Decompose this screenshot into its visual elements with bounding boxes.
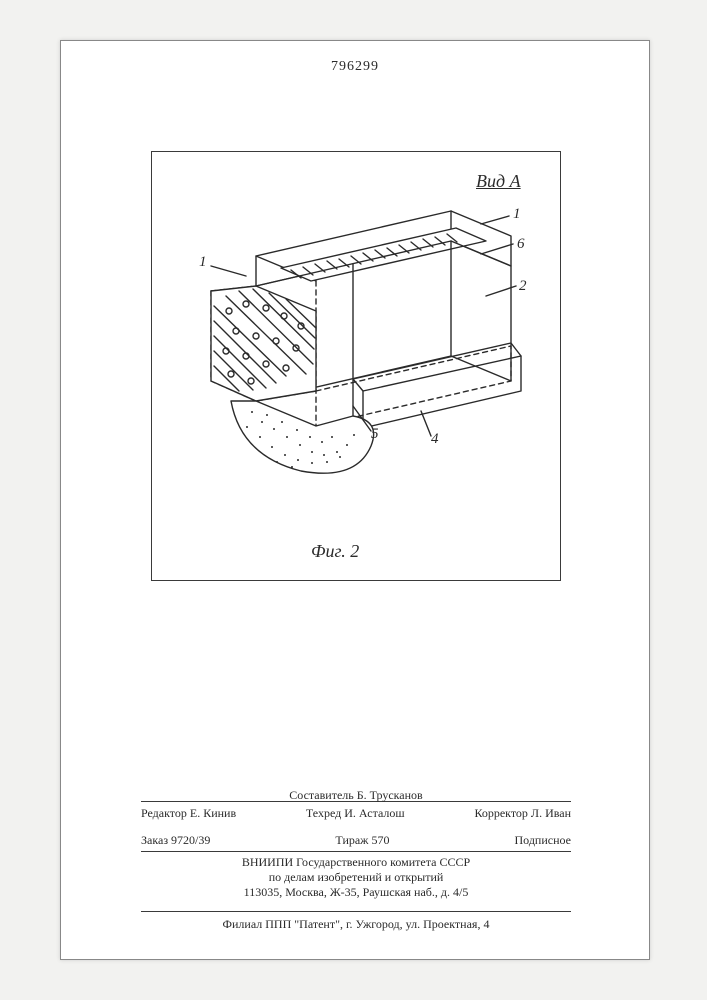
technical-figure: 1 6 2 1 5 4 [181,196,541,556]
view-label: Вид A [476,171,521,192]
credit-filial: Филиал ППП "Патент", г. Ужгород, ул. Про… [141,916,571,932]
credit-techred: Техред И. Асталош [306,805,405,821]
credit-compiler: Составитель Б. Трусканов [141,787,571,803]
credit-org2: по делам изобретений и открытий [141,869,571,885]
credit-order: Заказ 9720/39 [141,832,210,848]
credit-org1: ВНИИПИ Государственного комитета СССР [141,854,571,870]
callout-6: 6 [517,236,525,253]
credit-corrector: Корректор Л. Иван [474,805,571,821]
credit-podpis: Подписное [515,832,572,848]
credit-editor: Редактор Е. Кинив [141,805,236,821]
credit-org3: 113035, Москва, Ж-35, Раушская наб., д. … [141,884,571,900]
document-number: 796299 [331,59,379,75]
callout-1-top: 1 [513,206,521,223]
callout-5: 5 [371,426,379,443]
page-frame: 796299 Вид A [60,40,650,960]
callout-1-left: 1 [199,254,207,271]
callout-2: 2 [519,278,527,295]
credit-row-editors: Редактор Е. Кинив Техред И. Асталош Корр… [141,805,571,821]
figure-caption: Фиг. 2 [311,541,359,562]
credit-tirazh: Тираж 570 [335,832,389,848]
divider [141,851,571,852]
callout-4: 4 [431,431,439,448]
divider [141,911,571,912]
credit-row-order: Заказ 9720/39 Тираж 570 Подписное [141,832,571,848]
